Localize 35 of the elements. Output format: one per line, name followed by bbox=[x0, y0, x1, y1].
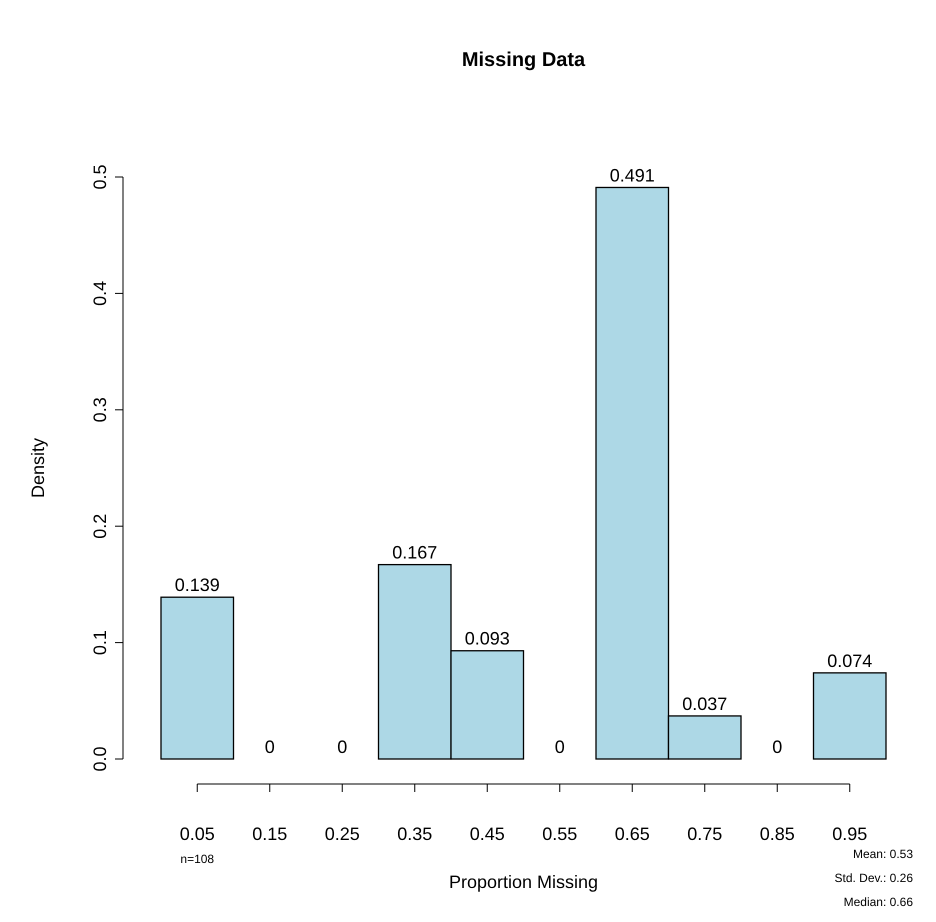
data-label: 0.139 bbox=[174, 575, 220, 596]
y-tick-label: 0.4 bbox=[90, 280, 110, 306]
y-tick-label: 0.2 bbox=[90, 514, 110, 539]
x-tick-label: 0.95 bbox=[832, 824, 868, 844]
data-label: 0.093 bbox=[464, 628, 510, 649]
x-tick-label: 0.85 bbox=[760, 824, 795, 844]
data-label: 0.491 bbox=[610, 165, 655, 186]
y-axis-title: Density bbox=[28, 438, 48, 498]
text: n=108 bbox=[180, 852, 214, 866]
data-label: 0.167 bbox=[392, 542, 438, 563]
data-label: 0.037 bbox=[682, 694, 728, 714]
data-label: 0 bbox=[337, 737, 348, 757]
data-label: 0 bbox=[554, 737, 565, 757]
x-tick-label: 0.15 bbox=[252, 824, 288, 844]
bar bbox=[160, 596, 234, 760]
x-axis-title: Proportion Missing bbox=[448, 872, 598, 892]
x-tick-label: 0.05 bbox=[180, 824, 215, 844]
text: Mean: 0.53 bbox=[852, 847, 914, 861]
y-tick-label: 0.5 bbox=[90, 164, 110, 190]
data-label: 0 bbox=[264, 737, 275, 757]
x-tick-label: 0.35 bbox=[397, 824, 432, 844]
data-label: 0.074 bbox=[827, 650, 872, 671]
data-label: 0 bbox=[772, 737, 782, 757]
bar bbox=[812, 672, 887, 760]
y-tick-label: 0.0 bbox=[90, 746, 110, 772]
x-tick-label: 0.45 bbox=[470, 824, 505, 844]
text: Std. Dev.: 0.26 bbox=[834, 871, 914, 885]
chart-title: Missing Data bbox=[462, 49, 586, 71]
y-tick-label: 0.3 bbox=[90, 397, 110, 422]
x-tick-label: 0.25 bbox=[324, 824, 360, 844]
x-tick-label: 0.75 bbox=[687, 824, 722, 844]
y-tick-label: 0.1 bbox=[90, 630, 110, 656]
text: Median: 0.66 bbox=[844, 895, 914, 909]
x-tick-label: 0.55 bbox=[542, 824, 578, 844]
x-tick-label: 0.65 bbox=[614, 824, 650, 844]
